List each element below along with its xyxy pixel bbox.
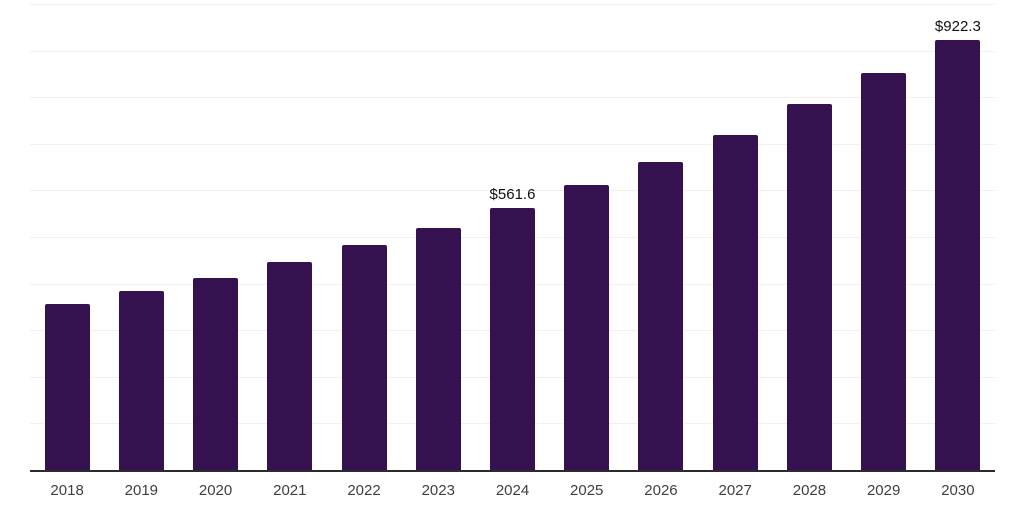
bar-2025 [564, 184, 610, 470]
x-tick-label-2030: 2030 [941, 482, 975, 499]
gridline-800 [30, 97, 995, 99]
x-axis: 2018 2019 2020 2021 2022 2023 2024 2025 2026 2027… [30, 482, 995, 504]
x-tick-label-2023: 2023 [421, 482, 455, 499]
bar-2019 [118, 290, 164, 470]
bar-2022 [341, 244, 387, 470]
x-tick-label-2027: 2027 [718, 482, 752, 499]
bar-2023 [415, 228, 461, 470]
x-tick-label-2019: 2019 [124, 482, 159, 499]
gridline-700 [30, 143, 995, 145]
x-tick-label-2028: 2028 [792, 482, 827, 499]
x-tick-label-2022: 2022 [347, 482, 381, 499]
x-tick-label-2021: 2021 [273, 482, 307, 499]
x-tick-label-2025: 2025 [570, 482, 604, 499]
bar-2027 [712, 134, 758, 470]
x-tick-label-2018: 2018 [50, 482, 84, 499]
plot-area: $561.6 $922.3 [30, 4, 995, 472]
bar-2020 [193, 278, 239, 470]
bar-2021 [267, 261, 313, 470]
bar-2029 [861, 72, 907, 470]
bar-2026 [638, 161, 684, 470]
x-tick-label-2020: 2020 [198, 482, 233, 499]
bar-2024 [490, 208, 535, 470]
bar-2030 [935, 40, 981, 470]
gridline-1000 [30, 4, 995, 5]
x-tick-label-2026: 2026 [644, 482, 678, 499]
gridline-900 [30, 50, 995, 52]
value-label-2024: $561.6 [489, 186, 536, 204]
x-tick-label-2024: 2024 [495, 482, 530, 499]
x-tick-label-2029: 2029 [866, 482, 901, 499]
gridline-600 [30, 190, 995, 192]
bar-2028 [786, 103, 832, 470]
bar-2018 [44, 303, 90, 470]
value-label-2030: $922.3 [934, 18, 981, 36]
